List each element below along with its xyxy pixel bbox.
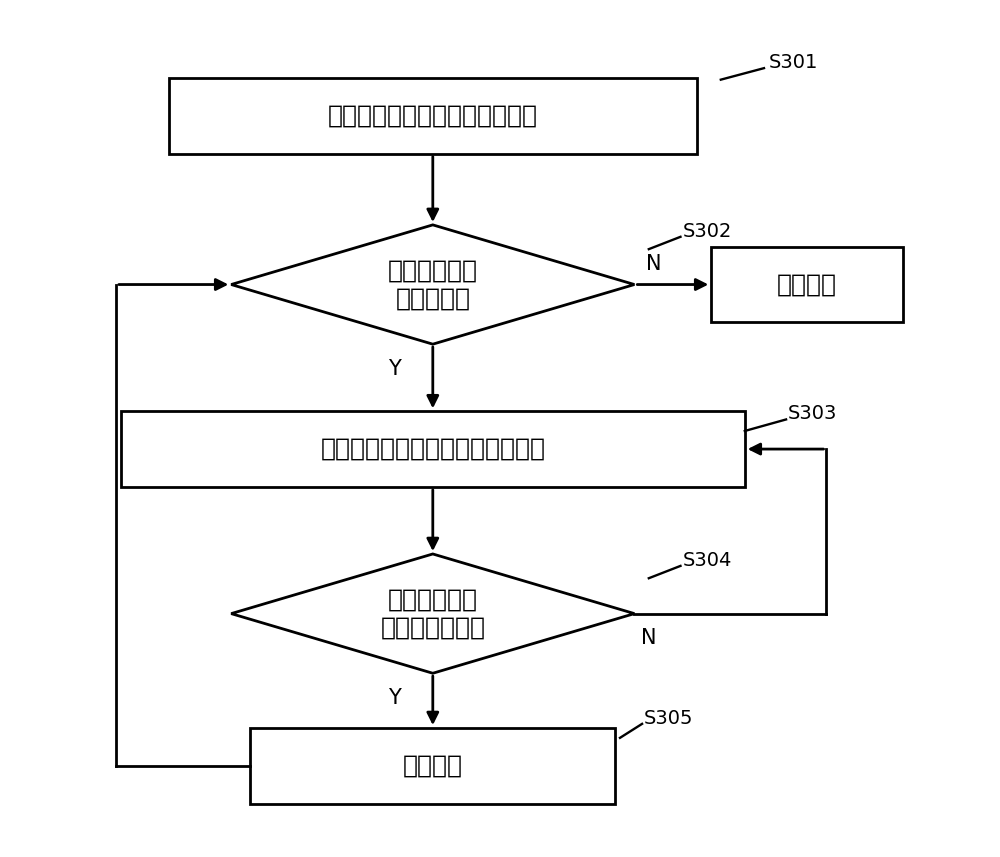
FancyBboxPatch shape bbox=[169, 78, 697, 153]
FancyBboxPatch shape bbox=[250, 728, 615, 804]
Text: 不作操作: 不作操作 bbox=[777, 273, 837, 297]
Text: S305: S305 bbox=[644, 709, 694, 728]
Text: N: N bbox=[646, 254, 661, 274]
Text: 加入节点的兴趣点队列，开始计时: 加入节点的兴趣点队列，开始计时 bbox=[320, 437, 545, 461]
FancyBboxPatch shape bbox=[121, 411, 745, 487]
Text: S302: S302 bbox=[682, 222, 732, 241]
FancyBboxPatch shape bbox=[711, 247, 903, 322]
Text: Y: Y bbox=[388, 359, 401, 379]
Text: 停止计时: 停止计时 bbox=[403, 754, 463, 778]
Text: 在计时阈値前
离开兴趣点范围: 在计时阈値前 离开兴趣点范围 bbox=[380, 588, 485, 639]
Text: S303: S303 bbox=[788, 405, 837, 423]
Text: S304: S304 bbox=[682, 551, 732, 570]
Polygon shape bbox=[231, 554, 634, 674]
Text: Y: Y bbox=[388, 688, 401, 708]
Text: 节点实时向服务器发送位置坐标: 节点实时向服务器发送位置坐标 bbox=[328, 104, 538, 128]
Text: 节点是否进入
兴趣点范围: 节点是否进入 兴趣点范围 bbox=[388, 259, 478, 310]
Text: S301: S301 bbox=[769, 53, 818, 72]
Text: N: N bbox=[641, 628, 657, 648]
Polygon shape bbox=[231, 225, 634, 345]
